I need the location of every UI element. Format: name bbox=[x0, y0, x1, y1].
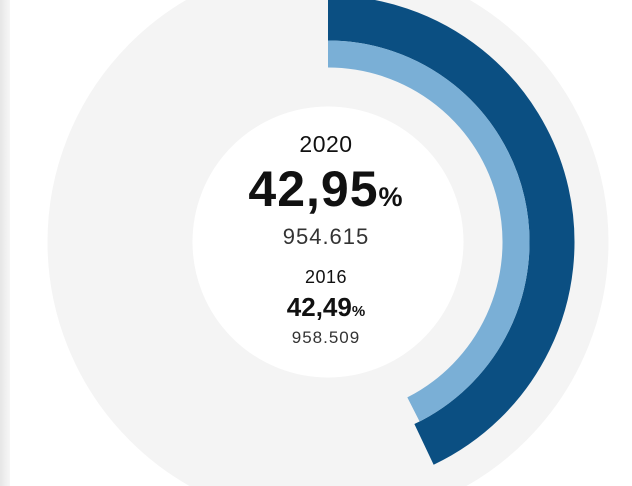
donut-center-labels: 2020 42,95% 954.615 2016 42,49% 958.509 bbox=[226, 130, 426, 348]
donut-arc-2020 bbox=[327, 0, 575, 465]
left-edge-shadow bbox=[0, 0, 10, 486]
donut-arc-2016 bbox=[327, 40, 530, 422]
current-percent-value: 42,95 bbox=[248, 161, 379, 217]
previous-percent: 42,49% bbox=[226, 292, 426, 327]
current-year-label: 2020 bbox=[299, 131, 353, 157]
previous-percent-unit: % bbox=[351, 303, 366, 320]
previous-percent-value: 42,49 bbox=[286, 292, 352, 322]
current-vote-count: 954.615 bbox=[282, 224, 370, 249]
previous-year-label: 2016 bbox=[304, 267, 348, 287]
current-percent: 42,95% bbox=[226, 162, 426, 224]
previous-vote-count: 958.509 bbox=[291, 328, 361, 347]
current-percent-unit: % bbox=[378, 182, 404, 212]
